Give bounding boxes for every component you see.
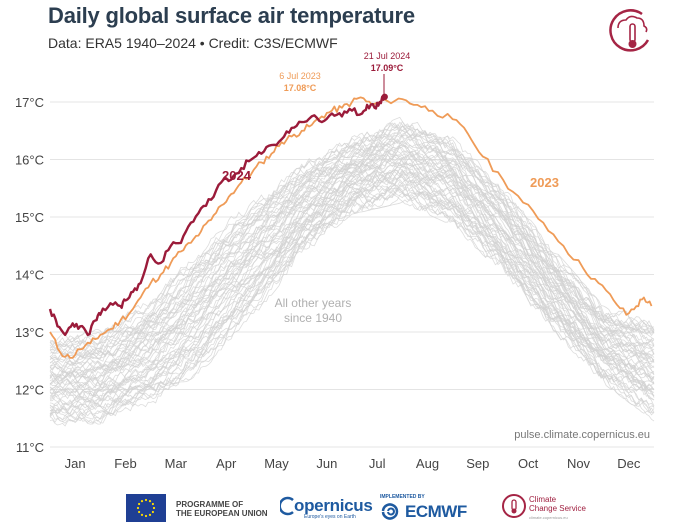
eu-star: [138, 510, 141, 514]
other-year-line: [49, 197, 655, 427]
source-url: pulse.climate.copernicus.eu: [514, 429, 650, 441]
eu-star: [140, 513, 144, 516]
ecmwf-logo-text: ECMWF: [405, 502, 467, 521]
series-endpoint-2024: [381, 93, 388, 101]
other-year-line: [49, 185, 655, 415]
y-tick-label: 16°C: [15, 153, 44, 168]
other-year-line: [49, 122, 655, 349]
other-year-line: [49, 176, 655, 411]
x-tick-label: Apr: [216, 456, 237, 471]
other-year-line: [49, 143, 655, 363]
other-year-line: [49, 150, 655, 381]
x-tick-label: Aug: [416, 456, 439, 471]
eu-star: [144, 514, 148, 518]
x-tick-label: Jul: [369, 456, 386, 471]
eu-star: [151, 502, 154, 506]
copernicus-logo-text: opernicus: [294, 496, 373, 515]
x-tick-label: Feb: [114, 456, 136, 471]
other-year-line: [50, 165, 655, 396]
other-year-line: [49, 132, 655, 374]
x-tick-label: Oct: [518, 456, 539, 471]
other-year-line: [49, 168, 655, 399]
x-tick-label: Sep: [466, 456, 489, 471]
other-year-line: [49, 116, 655, 345]
x-tick-label: May: [264, 456, 289, 471]
series-line-2024: [48, 95, 386, 337]
eu-star: [148, 500, 152, 503]
other-year-line: [49, 192, 655, 424]
eu-star: [148, 513, 152, 516]
eu-flag-icon: [126, 494, 166, 522]
eu-star: [138, 502, 141, 506]
annotation-2024-date: 21 Jul 2024: [364, 51, 411, 61]
other-year-line: [49, 143, 655, 375]
eu-star: [136, 506, 140, 510]
c3s-text: Climate Change Service: [529, 495, 586, 513]
annotation-2023-value: 17.08°C: [284, 83, 317, 93]
x-tick-label: Nov: [567, 456, 591, 471]
x-tick-label: Jan: [65, 456, 86, 471]
other-year-line: [49, 178, 655, 420]
y-tick-label: 17°C: [15, 95, 44, 110]
other-year-line: [49, 128, 655, 356]
other-year-line: [49, 150, 655, 382]
other-year-line: [49, 125, 655, 352]
temperature-chart: 11°C 12°C 13°C 14°C 15°C 16°C 17°C Jan Feb Mar Ap…: [15, 51, 655, 471]
envelope-label-line2: since 1940: [284, 311, 342, 325]
other-year-line: [49, 161, 655, 395]
chart-subtitle: Data: ERA5 1940–2024 • Credit: C3S/ECMWF: [48, 35, 338, 51]
y-tick-label: 15°C: [15, 210, 44, 225]
other-year-line: [49, 121, 655, 346]
y-tick-label: 14°C: [15, 268, 44, 283]
y-tick-label: 11°C: [16, 440, 44, 455]
copernicus-tagline: Europe's eyes on Earth: [304, 514, 356, 520]
other-year-line: [49, 145, 655, 380]
series-label-2023: 2023: [530, 175, 559, 190]
footer-logos: PROGRAMME OF THE EUROPEAN UNION opernicu…: [0, 488, 680, 522]
series-line-2023: [49, 96, 653, 359]
x-tick-label: Dec: [617, 456, 641, 471]
annotation-2023-date: 6 Jul 2023: [279, 71, 321, 81]
ecmwf-implemented-by: IMPLEMENTED BY: [380, 494, 425, 500]
other-year-line: [49, 179, 655, 406]
eu-programme-text: PROGRAMME OF THE EUROPEAN UNION: [176, 500, 268, 518]
x-tick-label: Mar: [165, 456, 188, 471]
c3s-logo-icon: [502, 494, 526, 518]
c3s-thermometer-logo: [609, 9, 650, 52]
envelope-label-line1: All other years: [275, 296, 352, 310]
copernicus-c-icon: [280, 496, 294, 516]
eu-star: [152, 506, 156, 510]
other-year-line: [49, 132, 655, 365]
eu-star: [140, 500, 144, 503]
other-year-line: [49, 126, 655, 350]
chart-title: Daily global surface air temperature: [48, 3, 415, 28]
c3s-url: climate.copernicus.eu: [529, 515, 568, 520]
other-year-line: [49, 151, 655, 383]
eu-star: [151, 510, 154, 514]
y-tick-label: 13°C: [15, 325, 44, 340]
y-tick-label: 12°C: [15, 383, 44, 398]
other-year-line: [49, 169, 655, 410]
annotation-2024-value: 17.09°C: [371, 63, 404, 73]
other-year-line: [49, 171, 655, 409]
x-tick-label: Jun: [316, 456, 337, 471]
series-label-2024: 2024: [222, 168, 252, 183]
eu-star: [144, 498, 148, 502]
ecmwf-waves-icon: [381, 503, 399, 520]
